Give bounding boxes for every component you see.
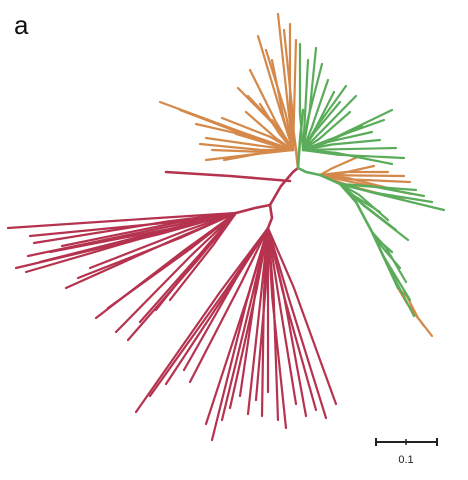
green-leaf-branch — [301, 84, 348, 152]
orange-leaf-branch — [318, 170, 390, 177]
red-leaf-branch — [188, 226, 270, 384]
red-leaf-branch — [266, 226, 328, 420]
backbone-branch — [268, 166, 300, 207]
red-leaf-branch — [178, 211, 238, 228]
red-leaf-branch — [210, 226, 270, 442]
red-leaf-branch — [266, 226, 338, 406]
backbone-branch — [318, 173, 400, 290]
red-leaf-branch — [260, 226, 270, 418]
green-leaf-branch — [301, 110, 352, 152]
red-leaf-branch — [120, 211, 238, 300]
scale-bar: 0.1 — [375, 438, 438, 466]
green-leaf-branch — [338, 182, 390, 222]
red-leaf-branch — [134, 226, 270, 414]
orange-leaf-branch — [270, 118, 295, 152]
green-leaf-branch — [301, 62, 324, 152]
red-leaf-branch — [266, 226, 318, 412]
green-leaf-branch — [338, 182, 418, 192]
green-leaf-branch — [370, 230, 408, 284]
backbone-branch — [234, 203, 272, 215]
red-leaf-branch — [48, 211, 238, 254]
red-leaf-branch — [154, 211, 238, 312]
red-leaf-branch — [182, 226, 270, 372]
backbone-branch — [296, 108, 305, 170]
backbone-branch — [296, 166, 322, 177]
green-leaf-branch — [301, 108, 394, 152]
red-leaf-branch — [88, 211, 238, 270]
green-leaf-branch — [298, 42, 305, 152]
orange-leaf-branch — [318, 154, 362, 177]
red-leaf-branch — [238, 226, 270, 398]
orange-leaf-branch — [234, 132, 295, 152]
green-leaf-branch — [301, 146, 398, 152]
orange-leaf-branch — [288, 22, 295, 152]
red-leaf-branch — [266, 226, 288, 430]
red-leaf-branch — [76, 211, 238, 280]
red-leaf-branch — [148, 226, 270, 398]
orange-leaf-branch — [220, 116, 295, 152]
orange-leaf-branch — [204, 148, 295, 162]
red-leaf-branch — [6, 211, 238, 230]
orange-leaf-branch — [198, 142, 295, 152]
orange-leaf-branch — [270, 58, 295, 152]
red-clade — [6, 211, 338, 442]
green-leaf-branch — [301, 94, 358, 152]
panel-label: a — [14, 10, 29, 40]
green-leaf-branch — [301, 78, 330, 152]
green-leaf-branch — [301, 138, 382, 152]
green-leaf-branch — [301, 148, 394, 166]
backbone-branch — [266, 203, 274, 230]
red-leaf-branch — [114, 211, 238, 334]
tree-backbone — [164, 108, 400, 290]
backbone-branch — [164, 170, 292, 183]
red-leaf-branch — [168, 211, 238, 302]
green-leaf-branch — [338, 182, 434, 204]
red-leaf-branch — [266, 226, 298, 406]
unrooted-tree — [6, 12, 446, 442]
orange-leaf-branch — [204, 136, 295, 152]
scale-bar-label: 0.1 — [398, 454, 413, 466]
